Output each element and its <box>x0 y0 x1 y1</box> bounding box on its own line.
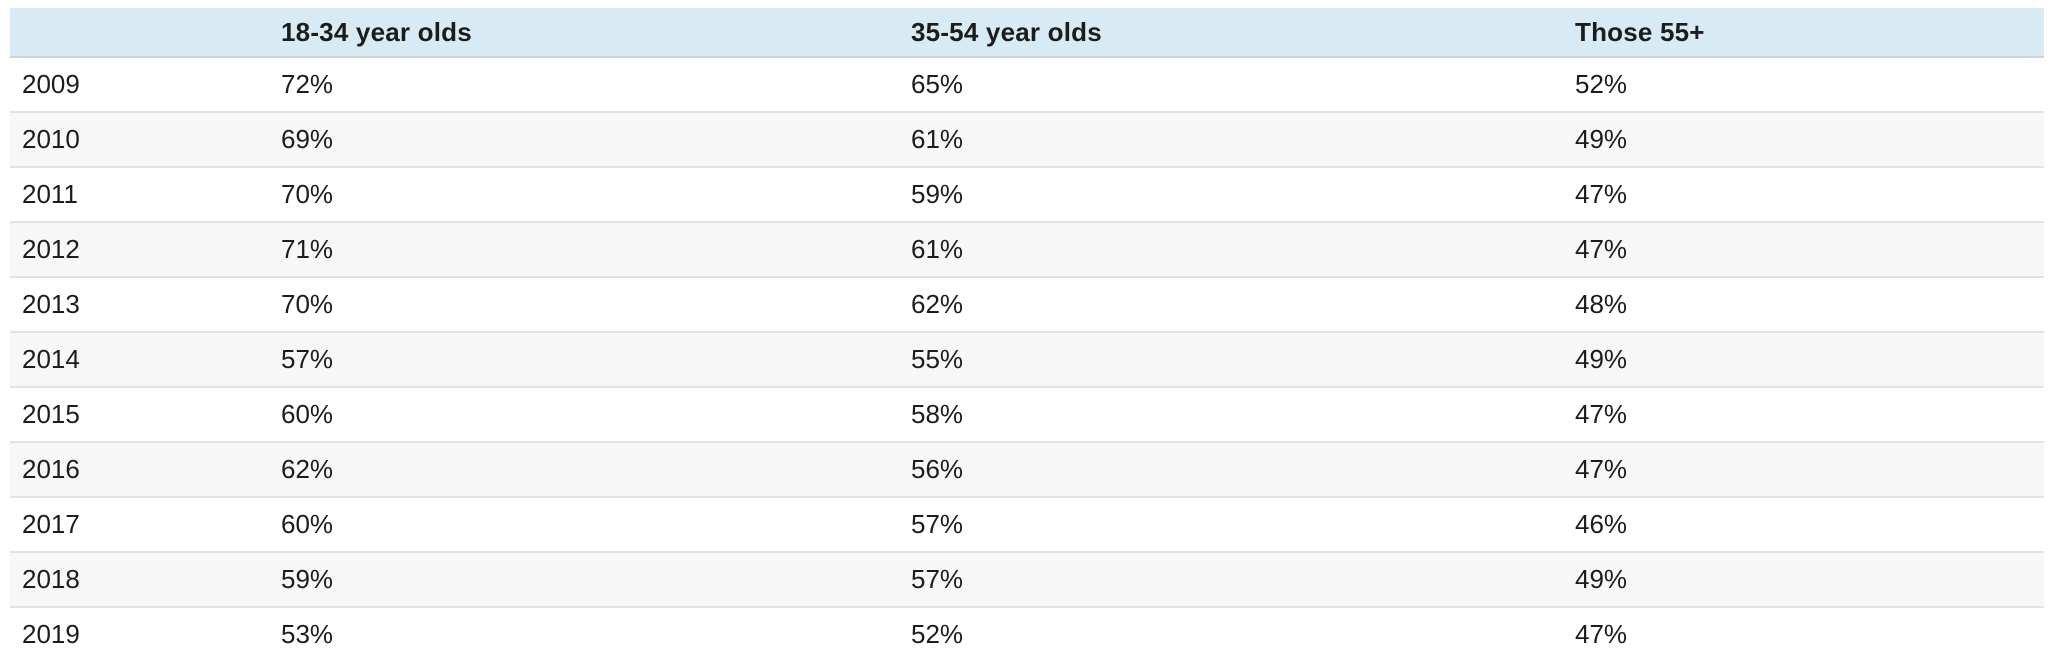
value-cell: 49% <box>1575 564 1628 594</box>
value-cell: 71% <box>281 234 334 264</box>
value-cell: 49% <box>1575 344 1628 374</box>
value-cell: 48% <box>1575 289 1628 319</box>
value-cell: 56% <box>911 454 964 484</box>
value-cell: 57% <box>911 564 964 594</box>
table-row: 2012 71% 61% 47% <box>10 222 2044 277</box>
age-group-table-container: 18-34 year olds 35-54 year olds Those 55… <box>10 8 2044 661</box>
table-row: 2017 60% 57% 46% <box>10 497 2044 552</box>
year-cell: 2013 <box>22 289 80 319</box>
age-group-table: 18-34 year olds 35-54 year olds Those 55… <box>10 8 2044 661</box>
value-cell: 60% <box>281 399 334 429</box>
value-cell: 49% <box>1575 124 1628 154</box>
value-cell: 57% <box>911 509 964 539</box>
table-row: 2010 69% 61% 49% <box>10 112 2044 167</box>
header-row: 18-34 year olds 35-54 year olds Those 55… <box>10 8 2044 58</box>
year-cell: 2017 <box>22 509 80 539</box>
table-row: 2019 53% 52% 47% <box>10 607 2044 661</box>
value-cell: 58% <box>911 399 964 429</box>
table-row: 2009 72% 65% 52% <box>10 57 2044 112</box>
value-cell: 65% <box>911 69 964 99</box>
year-cell: 2016 <box>22 454 80 484</box>
value-cell: 62% <box>281 454 334 484</box>
value-cell: 47% <box>1575 454 1628 484</box>
value-cell: 72% <box>281 69 334 99</box>
value-cell: 60% <box>281 509 334 539</box>
table-row: 2015 60% 58% 47% <box>10 387 2044 442</box>
year-cell: 2010 <box>22 124 80 154</box>
table-row: 2016 62% 56% 47% <box>10 442 2044 497</box>
table-header: 18-34 year olds 35-54 year olds Those 55… <box>10 8 2044 58</box>
value-cell: 70% <box>281 289 334 319</box>
table-row: 2013 70% 62% 48% <box>10 277 2044 332</box>
table-row: 2014 57% 55% 49% <box>10 332 2044 387</box>
value-cell: 61% <box>911 234 964 264</box>
year-cell: 2015 <box>22 399 80 429</box>
table-row: 2011 70% 59% 47% <box>10 167 2044 222</box>
value-cell: 47% <box>1575 234 1628 264</box>
column-header-18-34: 18-34 year olds <box>269 8 899 58</box>
column-header-years <box>10 8 269 58</box>
value-cell: 59% <box>281 564 334 594</box>
value-cell: 70% <box>281 179 334 209</box>
table-body: 2009 72% 65% 52% 2010 69% 61% 49% 2011 7… <box>10 57 2044 661</box>
table-row: 2018 59% 57% 49% <box>10 552 2044 607</box>
value-cell: 59% <box>911 179 964 209</box>
value-cell: 62% <box>911 289 964 319</box>
value-cell: 69% <box>281 124 334 154</box>
year-cell: 2009 <box>22 69 80 99</box>
value-cell: 46% <box>1575 509 1628 539</box>
value-cell: 47% <box>1575 399 1628 429</box>
value-cell: 47% <box>1575 619 1628 649</box>
value-cell: 57% <box>281 344 334 374</box>
year-cell: 2012 <box>22 234 80 264</box>
year-cell: 2014 <box>22 344 80 374</box>
year-cell: 2011 <box>22 179 78 209</box>
year-cell: 2019 <box>22 619 80 649</box>
value-cell: 61% <box>911 124 964 154</box>
value-cell: 55% <box>911 344 964 374</box>
value-cell: 53% <box>281 619 334 649</box>
value-cell: 52% <box>1575 69 1628 99</box>
column-header-35-54: 35-54 year olds <box>899 8 1563 58</box>
year-cell: 2018 <box>22 564 80 594</box>
value-cell: 52% <box>911 619 964 649</box>
value-cell: 47% <box>1575 179 1628 209</box>
column-header-55plus: Those 55+ <box>1563 8 2044 58</box>
